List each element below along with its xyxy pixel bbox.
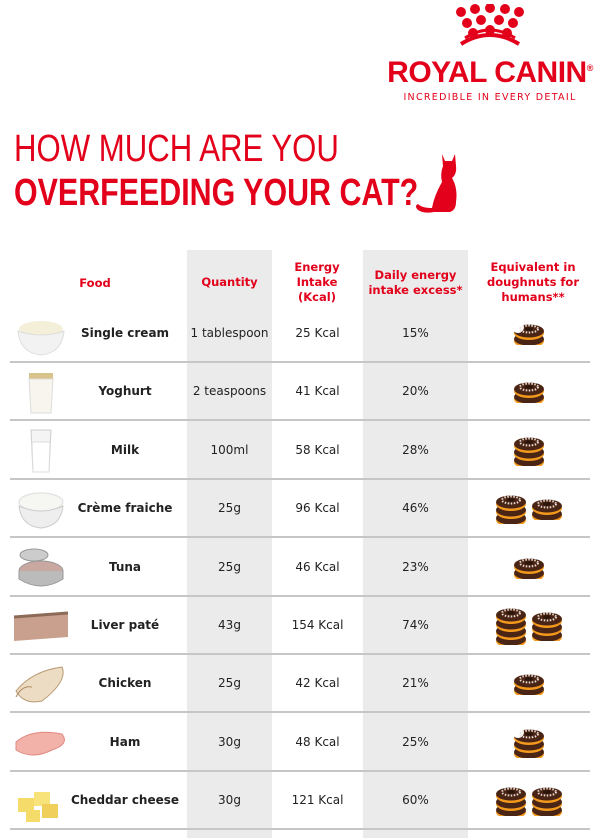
energy-cell: 46 Kcal — [295, 559, 340, 574]
doughnut-stack — [512, 725, 544, 758]
excess-cell: 23% — [402, 559, 429, 574]
food-name: Cheddar cheese — [70, 793, 180, 808]
doughnut-stack — [514, 382, 544, 404]
doughnut-stack — [496, 495, 526, 525]
table-row: Yoghurt 2 teaspoons 41 Kcal 20% — [10, 363, 590, 422]
crown-icon — [456, 4, 524, 46]
excess-cell: 46% — [402, 501, 429, 516]
doughnut-equivalent — [468, 772, 590, 828]
quantity-cell: 25g — [218, 559, 241, 574]
food-name: Tuna — [108, 559, 142, 574]
food-name: Ham — [109, 734, 141, 749]
royal-canin-logo: ROYAL CANIN® INCREDIBLE IN EVERY DETAIL — [385, 4, 595, 103]
doughnut-equivalent — [468, 305, 590, 361]
doughnut-stack — [512, 321, 544, 345]
cat-silhouette-icon — [416, 154, 457, 213]
excess-cell: 28% — [402, 442, 429, 457]
table-row: Single cream 1 tablespoon 25 Kcal 15% — [10, 305, 590, 363]
header-doughnuts: Equivalent in doughnuts for humans** — [486, 260, 580, 304]
energy-cell: 41 Kcal — [295, 384, 340, 399]
energy-cell: 42 Kcal — [295, 676, 340, 691]
doughnut-stack — [514, 674, 544, 696]
doughnut-equivalent — [468, 714, 590, 770]
excess-cell: 25% — [402, 734, 429, 749]
doughnut-stack — [514, 558, 544, 579]
food-name: Single cream — [80, 326, 170, 340]
table-row: Ham 30g 48 Kcal 25% — [10, 714, 590, 772]
food-image-cheese-cubes — [18, 792, 58, 823]
doughnut-equivalent — [468, 480, 590, 536]
excess-cell: 20% — [402, 384, 429, 399]
food-image-tuna-can — [18, 548, 64, 587]
header-quantity: Quantity — [201, 275, 258, 289]
brand-name: ROYAL CANIN — [387, 56, 587, 89]
doughnut-stack — [496, 608, 526, 645]
doughnut-equivalent — [468, 539, 590, 595]
title-line-1: HOW MUCH ARE YOU — [14, 128, 339, 170]
quantity-column-band — [187, 250, 272, 838]
doughnut-equivalent — [468, 597, 590, 653]
doughnut-stack — [532, 612, 562, 641]
table-row: Liver paté 43g 154 Kcal 74% — [10, 597, 590, 655]
food-image-cream-bowl — [17, 321, 65, 356]
excess-cell: 60% — [402, 793, 429, 808]
energy-cell: 154 Kcal — [291, 618, 344, 632]
quantity-cell: 25g — [218, 501, 241, 516]
table-row: Milk 100ml 58 Kcal 28% — [10, 422, 590, 480]
table-row: Crème fraiche 25g 96 Kcal 46% — [10, 480, 590, 539]
table-row: Tuna 25g 46 Kcal 23% — [10, 539, 590, 597]
header-excess: Daily energy intake excess* — [368, 267, 463, 297]
table-row: Cheddar cheese 30g 121 Kcal 60% — [10, 772, 590, 831]
quantity-cell: 100ml — [210, 442, 249, 457]
quantity-cell: 1 tablespoon — [190, 326, 269, 340]
food-name: Crème fraiche — [77, 501, 173, 516]
excess-cell: 74% — [402, 618, 429, 632]
brand-tagline: INCREDIBLE IN EVERY DETAIL — [403, 92, 577, 103]
excess-column-band — [363, 250, 468, 838]
doughnut-stack — [514, 437, 544, 466]
food-name: Yoghurt — [98, 384, 152, 399]
energy-cell: 58 Kcal — [295, 442, 340, 457]
doughnut-equivalent — [468, 363, 590, 419]
registered-mark: ® — [586, 63, 594, 73]
doughnut-equivalent — [468, 655, 590, 711]
quantity-cell: 2 teaspoons — [192, 384, 267, 399]
energy-cell: 121 Kcal — [291, 793, 344, 808]
doughnut-equivalent — [468, 422, 590, 478]
quantity-cell: 43g — [218, 618, 241, 632]
food-image-ham-slice — [15, 731, 65, 756]
energy-cell: 25 Kcal — [295, 326, 340, 340]
quantity-cell: 30g — [218, 734, 241, 749]
energy-cell: 48 Kcal — [295, 734, 340, 749]
doughnut-stack — [496, 787, 526, 817]
title-line-2: OVERFEEDING YOUR CAT? — [14, 172, 419, 214]
excess-cell: 15% — [402, 326, 429, 340]
quantity-cell: 30g — [218, 793, 241, 808]
food-image-yoghurt-pot — [28, 373, 54, 414]
food-image-chicken-slices — [15, 666, 64, 703]
energy-cell: 96 Kcal — [295, 501, 340, 516]
doughnut-stack — [532, 499, 562, 521]
food-image-pate-slice — [13, 611, 69, 641]
doughnut-stack — [532, 787, 562, 817]
food-image-creme-bowl — [18, 492, 64, 529]
excess-cell: 21% — [402, 676, 429, 691]
food-name: Chicken — [98, 676, 152, 691]
food-name: Liver paté — [90, 618, 160, 632]
quantity-cell: 25g — [218, 676, 241, 691]
table-row: Chicken 25g 42 Kcal 21% — [10, 655, 590, 714]
header-food: Food — [79, 276, 111, 290]
header-energy: Energy Intake (Kcal) — [294, 260, 340, 304]
food-image-milk-glass — [30, 429, 52, 473]
food-name: Milk — [110, 442, 140, 457]
